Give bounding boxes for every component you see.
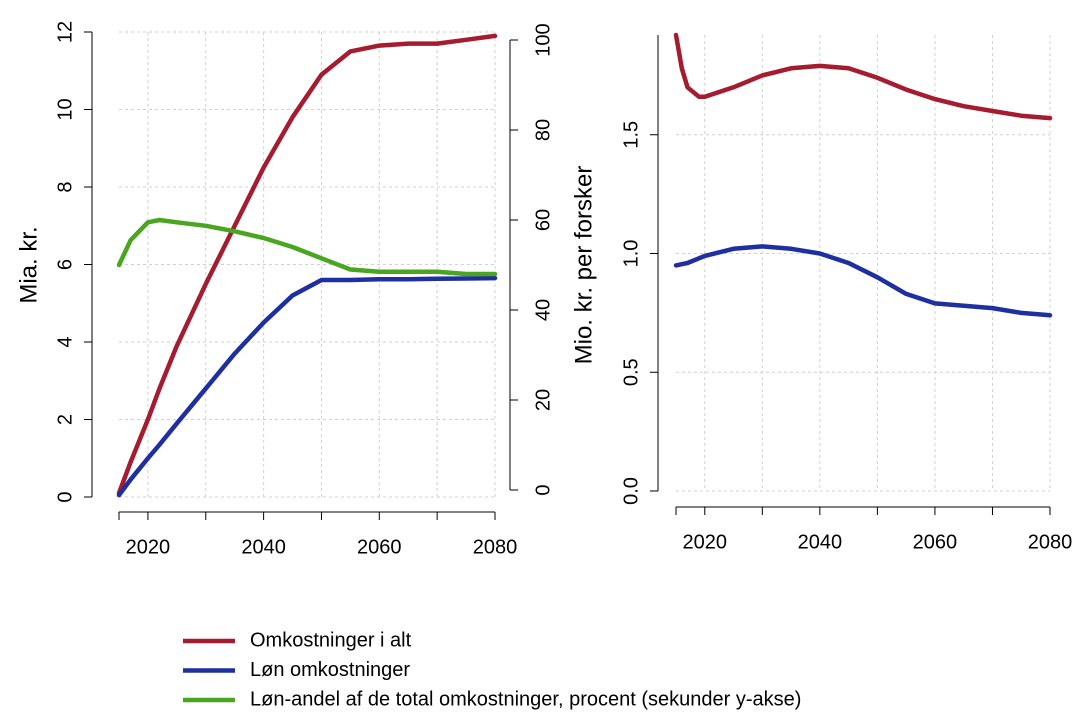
y-tick-label: 0.5 <box>620 358 642 386</box>
y-tick-label: 1.5 <box>620 121 642 149</box>
x-tick-label: 2020 <box>683 531 728 553</box>
y-tick-label: 0.0 <box>620 477 642 505</box>
series-line <box>116 275 498 498</box>
y2-tick-label: 100 <box>532 23 554 56</box>
y2-tick-label: 80 <box>532 119 554 141</box>
x-tick-label: 2060 <box>913 531 958 553</box>
legend-label: Omkostninger i alt <box>250 629 412 651</box>
y2-tick-label: 40 <box>532 299 554 321</box>
x-tick-label: 2040 <box>798 531 843 553</box>
series-line <box>116 33 498 496</box>
y2-tick-label: 20 <box>532 389 554 411</box>
y-tick-label: 12 <box>54 21 76 43</box>
y-tick-label: 2 <box>54 414 76 425</box>
x-tick-label: 2080 <box>473 536 518 558</box>
y-tick-label: 6 <box>54 259 76 270</box>
y-tick-label: 10 <box>54 98 76 120</box>
y-axis-label: Mia. kr. <box>15 226 42 303</box>
legend-label: Løn-andel af de total omkostninger, proc… <box>250 688 801 710</box>
x-tick-label: 2040 <box>241 536 286 558</box>
series-line <box>116 217 498 277</box>
y2-tick-label: 60 <box>532 209 554 231</box>
x-tick-label: 2080 <box>1028 531 1073 553</box>
y-tick-label: 4 <box>54 336 76 347</box>
y-tick-label: 0 <box>54 491 76 502</box>
x-tick-label: 2020 <box>126 536 171 558</box>
y2-tick-label: 0 <box>532 484 554 495</box>
y-tick-label: 1.0 <box>620 240 642 268</box>
series-line <box>673 244 1053 318</box>
y-axis-label: Mio. kr. per forsker <box>570 166 597 365</box>
y-tick-label: 8 <box>54 181 76 192</box>
series-line <box>673 32 1053 121</box>
legend-label: Løn omkostninger <box>250 659 410 681</box>
x-tick-label: 2060 <box>357 536 402 558</box>
